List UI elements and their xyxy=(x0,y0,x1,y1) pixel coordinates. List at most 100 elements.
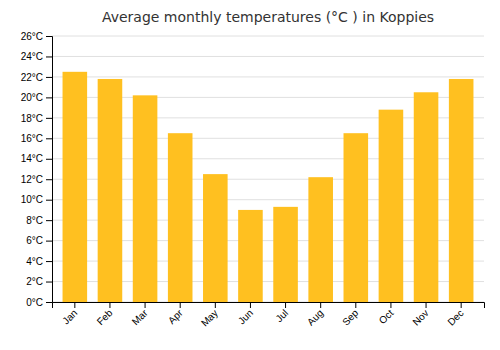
title: Average monthly temperatures (°C ) in Ko… xyxy=(102,9,434,25)
tick-label: 10°C xyxy=(21,194,43,205)
tick-label: Jul xyxy=(273,307,290,324)
x-tick: Dec xyxy=(445,302,465,328)
tick-mark xyxy=(355,302,356,308)
tick-mark xyxy=(145,302,146,308)
bar xyxy=(449,79,474,302)
tick-label: Oct xyxy=(377,307,396,326)
x-tick: Jan xyxy=(60,302,79,326)
axis-line xyxy=(53,303,485,309)
tick-mark xyxy=(320,302,321,308)
bar xyxy=(98,79,123,302)
tick-mark xyxy=(250,302,251,308)
tick-label: 12°C xyxy=(21,174,43,185)
tick-label: 24°C xyxy=(21,51,43,62)
tick-label: Jun xyxy=(236,307,255,326)
bar xyxy=(203,174,228,302)
tick-label: Jan xyxy=(60,307,79,326)
x-tick: Feb xyxy=(95,302,115,327)
tick-label: 2°C xyxy=(26,276,43,287)
y-tick: 10°C xyxy=(21,194,52,205)
plot: 0°C 2°C 4°C 6°C 8°C 10°C 12°C 14°C 16°C 18°C 20°C 2… xyxy=(21,31,485,329)
tick-mark xyxy=(46,302,52,303)
axis-line xyxy=(46,37,53,303)
tick-label: Nov xyxy=(410,307,430,327)
x-tick: Sep xyxy=(340,302,361,328)
x-tick: Jul xyxy=(273,302,290,324)
y-tick: 2°C xyxy=(26,276,52,287)
y-axis: 0°C 2°C 4°C 6°C 8°C 10°C 12°C 14°C 16°C 18°C 20°C 2… xyxy=(21,31,53,308)
y-tick: 20°C xyxy=(21,92,52,103)
bar xyxy=(273,207,298,302)
tick-label: Sep xyxy=(340,307,361,328)
tick-label: 22°C xyxy=(21,72,43,83)
tick-mark xyxy=(215,302,216,308)
bar xyxy=(168,133,193,302)
x-tick: Apr xyxy=(166,302,185,326)
tick-mark xyxy=(46,179,52,180)
tick-label: 18°C xyxy=(21,113,43,124)
bar xyxy=(238,210,263,302)
tick-mark xyxy=(46,261,52,262)
tick-label: 14°C xyxy=(21,153,43,164)
y-tick: 4°C xyxy=(26,256,52,267)
x-tick: Jun xyxy=(236,302,255,326)
tick-label: Apr xyxy=(166,307,185,326)
tick-label: 16°C xyxy=(21,133,43,144)
y-tick: 16°C xyxy=(21,133,52,144)
tick-mark xyxy=(46,220,52,221)
bars xyxy=(63,72,474,302)
tick-label: 20°C xyxy=(21,92,43,103)
tick-label: Dec xyxy=(445,307,465,327)
x-tick: Oct xyxy=(377,302,396,326)
grid-line xyxy=(52,36,484,37)
bar xyxy=(133,95,158,302)
y-tick: 8°C xyxy=(26,215,52,226)
bar xyxy=(63,72,88,302)
grid xyxy=(52,36,484,302)
tick-label: May xyxy=(199,307,220,328)
tick-mark xyxy=(46,97,52,98)
bar xyxy=(308,177,333,302)
tick-mark xyxy=(46,118,52,119)
tick-mark xyxy=(426,302,427,308)
tick-label: Mar xyxy=(130,307,150,327)
tick-mark xyxy=(74,302,75,308)
x-tick: Nov xyxy=(410,302,430,328)
tick-mark xyxy=(46,241,52,242)
tick-mark xyxy=(46,159,52,160)
tick-label: 26°C xyxy=(21,31,43,42)
tick-label: 6°C xyxy=(26,235,43,246)
x-tick: May xyxy=(199,302,220,328)
y-tick: 18°C xyxy=(21,113,52,124)
y-tick: 24°C xyxy=(21,51,52,62)
tick-mark xyxy=(180,302,181,308)
tick-mark xyxy=(46,200,52,201)
bar xyxy=(344,133,369,302)
tick-label: Aug xyxy=(305,307,325,327)
bar xyxy=(414,92,439,302)
grid-line xyxy=(52,56,484,57)
tick-mark xyxy=(46,138,52,139)
x-tick: Aug xyxy=(305,302,325,328)
tick-label: 4°C xyxy=(26,256,43,267)
y-tick: 6°C xyxy=(26,235,52,246)
tick-label: 0°C xyxy=(26,297,43,308)
y-tick: 12°C xyxy=(21,174,52,185)
chart: 0°C 2°C 4°C 6°C 8°C 10°C 12°C 14°C 16°C 18°C 20°C 2… xyxy=(0,0,500,350)
tick-mark xyxy=(285,302,286,308)
tick-mark xyxy=(46,36,52,37)
grid-line xyxy=(52,76,484,77)
y-tick: 22°C xyxy=(21,72,52,83)
tick-mark xyxy=(461,302,462,308)
x-axis: Jan Feb Mar Apr May Jun Jul Aug Sep Oct Nov Dec xyxy=(53,302,485,328)
tick-label: 8°C xyxy=(26,215,43,226)
y-tick: 0°C xyxy=(26,297,52,308)
tick-label: Feb xyxy=(95,307,115,327)
tick-mark xyxy=(390,302,391,308)
tick-mark xyxy=(46,77,52,78)
tick-mark xyxy=(46,56,52,57)
y-tick: 14°C xyxy=(21,153,52,164)
tick-mark xyxy=(109,302,110,308)
tick-mark xyxy=(46,282,52,283)
bar xyxy=(379,110,404,302)
